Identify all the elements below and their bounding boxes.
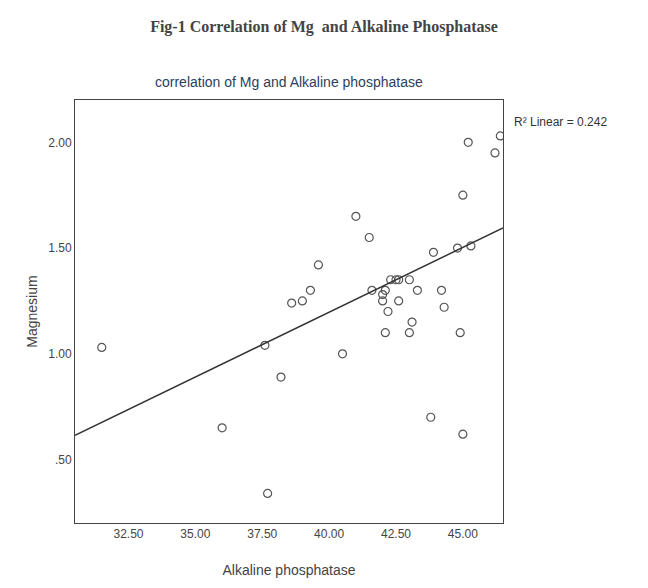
svg-text:45.00: 45.00 xyxy=(448,527,478,541)
svg-text:32.50: 32.50 xyxy=(113,527,143,541)
svg-text:correlation of Mg and Alkaline: correlation of Mg and Alkaline phosphata… xyxy=(155,74,423,90)
svg-text:40.00: 40.00 xyxy=(314,527,344,541)
svg-text:2.00: 2.00 xyxy=(48,136,72,150)
svg-text:Magnesium: Magnesium xyxy=(24,275,40,347)
svg-text:.50: .50 xyxy=(55,453,72,467)
svg-text:Fig-1 Correlation of Mg and A: Fig-1 Correlation of Mg and Alkaline Pho… xyxy=(150,18,498,36)
svg-text:1.50: 1.50 xyxy=(48,241,72,255)
svg-text:1.00: 1.00 xyxy=(48,347,72,361)
svg-text:35.00: 35.00 xyxy=(180,527,210,541)
svg-text:42.50: 42.50 xyxy=(381,527,411,541)
svg-text:R² Linear = 0.242: R² Linear = 0.242 xyxy=(514,115,607,129)
svg-text:37.50: 37.50 xyxy=(247,527,277,541)
svg-text:Alkaline phosphatase: Alkaline phosphatase xyxy=(222,562,355,578)
